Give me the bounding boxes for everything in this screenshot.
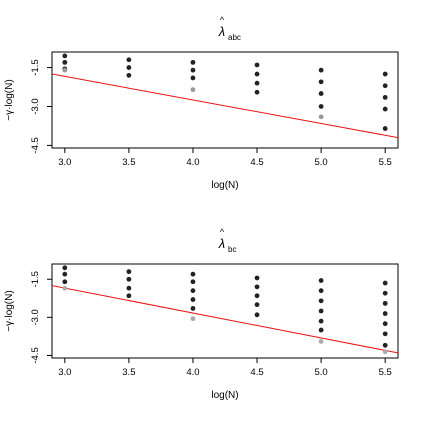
data-point-series-1 (382, 83, 388, 89)
y-tick-label: -1.5 (30, 59, 41, 75)
data-point-series-1 (382, 95, 388, 100)
data-point-series-1 (62, 271, 68, 277)
data-point-series-1 (254, 302, 260, 308)
x-tick-label: 4.0 (186, 367, 199, 378)
chart-panel-2: ^λ bc 3.0 3.5 4.0 4.5 5.0 5.5 log(N) -1.5 -3.0 -4.5… (4, 227, 399, 401)
data-point-series-1 (126, 72, 132, 78)
chart-title-hat: ^ (220, 15, 225, 25)
data-point-series-1 (318, 278, 324, 283)
y-tick-label: -3.0 (30, 309, 41, 325)
data-point-series-1 (126, 293, 132, 299)
chart-title-hat: ^ (220, 227, 225, 237)
y-tick-label: -3.0 (30, 98, 41, 114)
data-point-series-1 (382, 290, 388, 296)
data-point-series-2 (318, 339, 324, 344)
data-point-series-1 (126, 57, 132, 63)
fit-line (52, 285, 398, 354)
data-point-series-1 (190, 75, 196, 81)
data-point-series-1 (126, 65, 132, 70)
x-tick-label: 5.5 (379, 367, 392, 378)
data-point-series-1 (318, 104, 324, 109)
data-point-series-2 (62, 67, 68, 73)
data-point-series-1 (190, 279, 196, 285)
x-tick-label: 4.5 (250, 157, 263, 168)
data-point-series-2 (382, 349, 388, 355)
data-point-series-1 (254, 62, 260, 68)
data-point-series-1 (254, 312, 260, 318)
data-point-series-1 (382, 300, 388, 306)
data-point-series-1 (254, 89, 260, 95)
data-point-series-1 (126, 276, 132, 282)
chart-title-symbol: λ (218, 24, 225, 39)
chart-panel-1: ^λ abc 3.0 3.5 4.0 4.5 5.0 5.5 log(N) -1.5 -3.0 -4.… (4, 15, 399, 191)
data-point-series-1 (382, 126, 388, 131)
data-point-series-1 (190, 288, 196, 294)
y-axis-label: −γ·log(N) (4, 290, 15, 331)
data-point-series-1 (382, 311, 388, 316)
data-point-series-1 (62, 279, 68, 285)
data-point-series-1 (126, 269, 132, 275)
data-point-series-1 (382, 331, 388, 337)
data-point-series-1 (318, 91, 324, 96)
data-point-series-1 (382, 280, 388, 286)
data-point-series-1 (382, 106, 388, 112)
data-point-series-2 (62, 285, 68, 291)
data-point-series-1 (254, 293, 260, 299)
plot-frame (51, 51, 399, 149)
data-point-series-2 (190, 87, 196, 93)
x-tick-label: 5.0 (315, 367, 328, 378)
data-point-series-1 (382, 321, 388, 327)
y-tick-label: -4.5 (30, 137, 41, 153)
data-point-series-1 (318, 308, 324, 314)
data-point-series-1 (318, 298, 324, 304)
chart-title-subscript: abc (228, 33, 241, 42)
data-point-series-1 (318, 288, 324, 294)
data-point-series-1 (254, 71, 260, 77)
data-point-series-2 (190, 316, 196, 322)
y-tick-label: -4.5 (30, 347, 41, 363)
x-tick-label: 4.0 (186, 157, 199, 168)
data-point-series-1 (254, 275, 260, 281)
data-point-series-1 (190, 306, 196, 311)
data-point-series-1 (62, 265, 68, 271)
data-point-series-2 (318, 114, 324, 120)
plot-frame (51, 263, 399, 359)
x-tick-label: 3.0 (58, 367, 71, 378)
data-point-series-1 (318, 79, 324, 85)
x-tick-label: 3.5 (122, 367, 135, 378)
data-point-series-1 (62, 53, 68, 59)
data-point-series-1 (190, 297, 196, 302)
data-point-series-1 (382, 342, 388, 348)
data-point-series-1 (190, 271, 196, 277)
y-tick-label: -1.5 (30, 271, 41, 287)
data-point-series-1 (254, 284, 260, 290)
data-point-series-1 (126, 285, 132, 291)
chart-title-subscript: bc (228, 245, 236, 254)
data-point-series-1 (318, 318, 324, 324)
x-tick-label: 4.5 (250, 367, 263, 378)
chart-title-symbol: λ (218, 236, 225, 251)
data-point-series-1 (254, 80, 260, 86)
x-axis-label: log(N) (211, 180, 238, 191)
x-tick-label: 5.0 (315, 157, 328, 168)
x-axis-label: log(N) (211, 390, 238, 401)
data-point-series-1 (382, 71, 388, 77)
x-tick-label: 5.5 (379, 157, 392, 168)
x-tick-label: 3.0 (58, 157, 71, 168)
data-point-series-1 (318, 67, 324, 73)
data-point-series-1 (190, 67, 196, 73)
x-tick-label: 3.5 (122, 157, 135, 168)
data-point-series-1 (62, 59, 68, 65)
data-point-series-1 (318, 327, 324, 333)
fit-line (52, 73, 398, 139)
y-axis-label: −γ·log(N) (4, 79, 15, 120)
data-point-series-1 (190, 59, 196, 65)
